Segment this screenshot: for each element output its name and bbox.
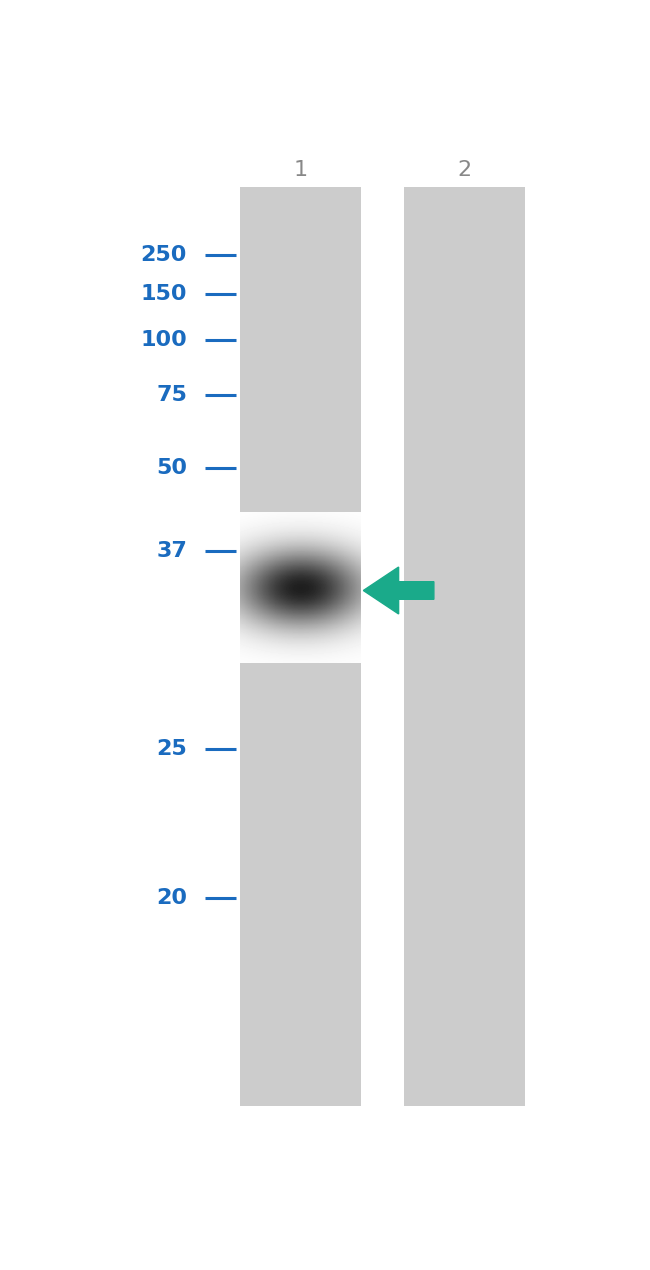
Text: 75: 75 (156, 385, 187, 405)
Text: 25: 25 (156, 739, 187, 759)
Text: 50: 50 (156, 458, 187, 479)
Text: 37: 37 (156, 541, 187, 561)
Text: 20: 20 (156, 888, 187, 908)
Bar (240, 187, 361, 1106)
Text: 250: 250 (140, 245, 187, 265)
Text: 1: 1 (293, 160, 307, 180)
FancyArrow shape (363, 566, 434, 613)
Bar (404, 187, 525, 1106)
Text: 2: 2 (457, 160, 471, 180)
Text: 150: 150 (140, 284, 187, 305)
Text: 100: 100 (140, 330, 187, 351)
